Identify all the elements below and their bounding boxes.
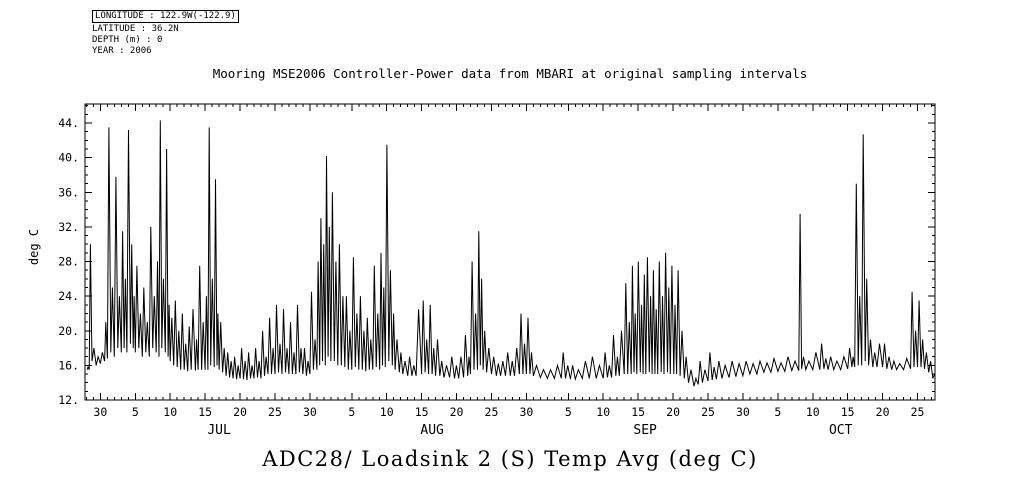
plot-caption: ADC28/ Loadsink 2 (S) Temp Avg (deg C) [262, 447, 758, 471]
x-tick-label: 15 [198, 405, 212, 419]
year-label: YEAR : 2006 [92, 46, 152, 56]
x-tick-label: 15 [631, 405, 645, 419]
y-tick-label: 28. [58, 255, 79, 269]
y-tick-label: 44. [58, 116, 79, 130]
x-tick-label: 5 [774, 405, 781, 419]
x-tick-label: 20 [233, 405, 247, 419]
x-tick-label: 25 [485, 405, 499, 419]
x-tick-label: 5 [132, 405, 139, 419]
x-tick-label: 25 [911, 405, 925, 419]
longitude-label: LONGITUDE : 122.9W(-122.9) [92, 10, 239, 23]
y-tick-label: 12. [58, 393, 79, 407]
x-tick-label: 5 [348, 405, 355, 419]
x-tick-label: 25 [268, 405, 282, 419]
y-tick-label: 20. [58, 324, 79, 338]
x-tick-label: 10 [380, 405, 394, 419]
x-tick-label: 25 [701, 405, 715, 419]
x-tick-label: 15 [415, 405, 429, 419]
x-tick-label: 30 [519, 405, 533, 419]
month-label: OCT [829, 423, 853, 438]
y-tick-label: 24. [58, 289, 79, 303]
x-tick-label: 5 [565, 405, 572, 419]
x-tick-label: 10 [163, 405, 177, 419]
latitude-label: LATITUDE : 36.2N [92, 24, 179, 34]
x-tick-label: 20 [666, 405, 680, 419]
x-tick-label: 30 [736, 405, 750, 419]
y-tick-label: 16. [58, 358, 79, 372]
data-line [86, 120, 935, 387]
x-tick-label: 15 [841, 405, 855, 419]
plot-frame [84, 103, 936, 401]
x-tick-label: 30 [303, 405, 317, 419]
month-label: AUG [420, 423, 444, 438]
y-tick-label: 32. [58, 220, 79, 234]
month-label: SEP [633, 423, 657, 438]
month-label: JUL [207, 423, 231, 438]
y-tick-label: 40. [58, 151, 79, 165]
chart-title: Mooring MSE2006 Controller-Power data fr… [212, 66, 808, 81]
x-tick-label: 10 [806, 405, 820, 419]
x-tick-label: 20 [876, 405, 890, 419]
y-tick-label: 36. [58, 185, 79, 199]
x-tick-label: 30 [93, 405, 107, 419]
station-metadata: LONGITUDE : 122.9W(-122.9) LATITUDE : 36… [92, 10, 239, 57]
depth-label: DEPTH (m) : 0 [92, 35, 163, 45]
x-tick-label: 20 [450, 405, 464, 419]
x-tick-label: 10 [596, 405, 610, 419]
